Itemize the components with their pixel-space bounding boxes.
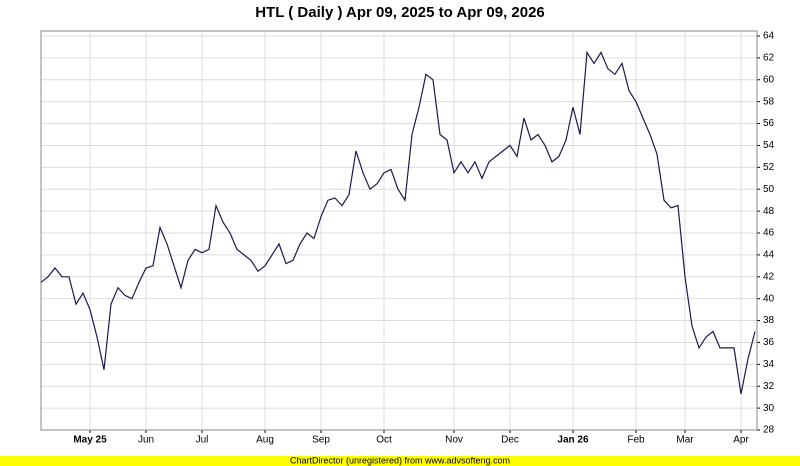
y-tick-label: 64	[763, 31, 775, 42]
y-tick-label: 50	[763, 184, 775, 195]
y-tick-label: 60	[763, 74, 775, 85]
x-tick-label: May 25	[73, 435, 107, 446]
y-tick-label: 32	[763, 381, 775, 392]
y-tick-label: 28	[763, 425, 775, 436]
x-tick-label: Dec	[501, 435, 519, 446]
y-tick-label: 62	[763, 53, 775, 64]
x-tick-label: Oct	[376, 435, 392, 446]
plot-frame	[40, 30, 758, 431]
x-tick-label: Jun	[138, 435, 154, 446]
y-tick-label: 42	[763, 271, 775, 282]
y-tick-label: 58	[763, 96, 775, 107]
grid	[41, 31, 760, 433]
footer: ChartDirector (unregistered) from www.ad…	[290, 455, 510, 465]
y-tick-label: 46	[763, 228, 775, 239]
x-tick-label: Mar	[676, 435, 694, 446]
y-tick-label: 34	[763, 359, 775, 370]
chart-title: HTL ( Daily ) Apr 09, 2025 to Apr 09, 20…	[255, 4, 545, 21]
y-tick-label: 36	[763, 337, 775, 348]
y-tick-label: 40	[763, 293, 775, 304]
y-tick-label: 44	[763, 250, 775, 261]
y-tick-label: 48	[763, 206, 775, 217]
x-tick-label: Apr	[733, 435, 749, 446]
x-tick-label: Feb	[627, 435, 645, 446]
x-tick-label: Sep	[312, 435, 330, 446]
x-tick-label: Nov	[445, 435, 463, 446]
y-tick-label: 56	[763, 118, 775, 129]
footer-band	[0, 456, 800, 466]
marks	[40, 50, 756, 395]
x-tick-label: Jul	[196, 435, 209, 446]
y-tick-label: 52	[763, 162, 775, 173]
y-tick-label: 30	[763, 403, 775, 414]
x-tick-label: Jan 26	[557, 435, 589, 446]
price-line	[40, 50, 756, 395]
x-tick-label: Aug	[256, 435, 274, 446]
y-tick-label: 54	[763, 140, 775, 151]
y-tick-label: 38	[763, 315, 775, 326]
